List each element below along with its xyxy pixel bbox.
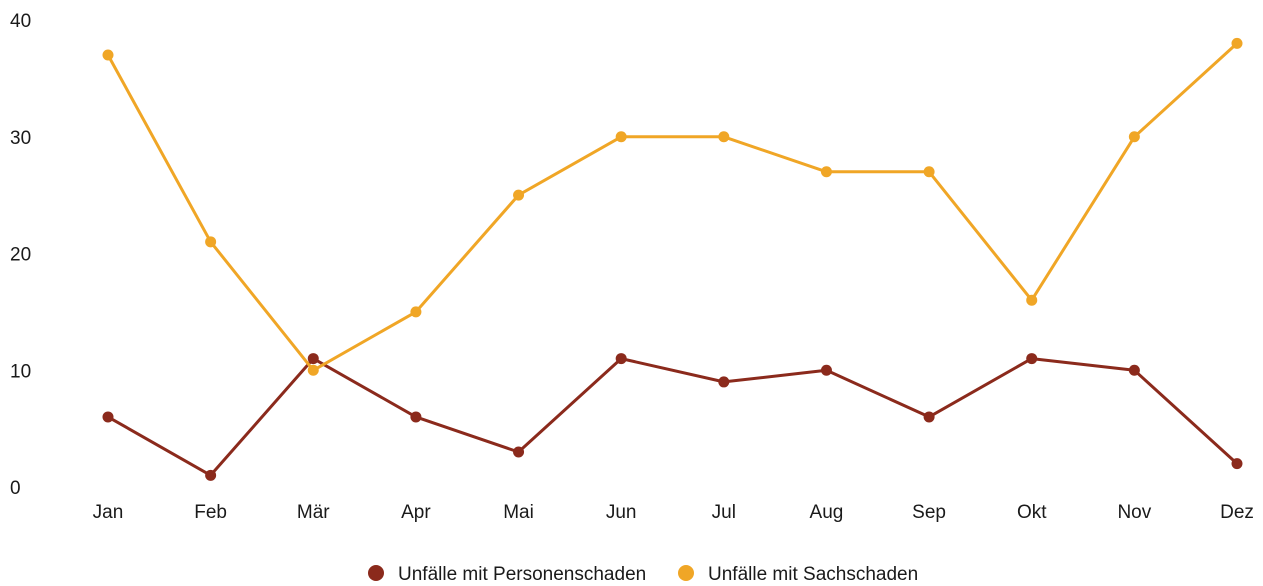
data-point <box>410 306 422 318</box>
x-tick-label: Dez <box>1220 502 1254 523</box>
data-point <box>718 376 730 388</box>
data-point <box>615 353 627 365</box>
data-point <box>307 364 319 376</box>
series-line-0 <box>106 357 1239 477</box>
data-point <box>205 236 217 248</box>
data-point <box>102 49 114 61</box>
data-point <box>820 364 832 376</box>
data-point <box>513 189 525 201</box>
series-points <box>102 37 1243 481</box>
data-point <box>1231 458 1243 470</box>
data-point <box>513 446 525 458</box>
y-tick-label: 30 <box>10 128 31 149</box>
data-point <box>820 166 832 178</box>
x-tick-label: Jun <box>606 502 637 523</box>
x-axis-ticks: Jan Feb Mär Apr Mai Jun Jul Aug Sep Okt Nov Dez <box>93 502 1254 523</box>
x-tick-label: Nov <box>1117 502 1151 523</box>
data-point <box>205 469 217 481</box>
y-tick-label: 0 <box>10 478 21 499</box>
legend-label-sachschaden: Unfälle mit Sachschaden <box>708 564 918 585</box>
legend-marker-sachschaden <box>678 565 694 581</box>
data-point <box>923 411 935 423</box>
x-tick-label: Mai <box>503 502 534 523</box>
data-point <box>718 131 730 143</box>
legend-marker-personenschaden <box>368 565 384 581</box>
y-tick-label: 40 <box>10 11 31 32</box>
x-tick-label: Feb <box>194 502 227 523</box>
data-point <box>307 353 319 365</box>
y-tick-label: 10 <box>10 361 31 382</box>
x-tick-label: Aug <box>810 502 844 523</box>
y-tick-label: 20 <box>10 245 31 266</box>
x-tick-label: Mär <box>297 502 330 523</box>
data-point <box>923 166 935 178</box>
data-point <box>102 411 114 423</box>
x-tick-label: Sep <box>912 502 946 523</box>
data-point <box>615 131 627 143</box>
series-lines <box>106 41 1239 477</box>
data-point <box>1231 37 1243 49</box>
y-axis-ticks: 0 10 20 30 40 <box>10 11 31 499</box>
x-tick-label: Jan <box>93 502 124 523</box>
data-point <box>410 411 422 423</box>
data-point <box>1026 353 1038 365</box>
data-point <box>1128 364 1140 376</box>
x-tick-label: Okt <box>1017 502 1047 523</box>
legend: Unfälle mit Personenschaden Unfälle mit … <box>368 564 918 585</box>
data-point <box>1026 294 1038 306</box>
legend-label-personenschaden: Unfälle mit Personenschaden <box>398 564 646 585</box>
series-line-1 <box>106 41 1239 372</box>
data-point <box>1128 131 1140 143</box>
x-tick-label: Jul <box>712 502 736 523</box>
x-tick-label: Apr <box>401 502 431 523</box>
